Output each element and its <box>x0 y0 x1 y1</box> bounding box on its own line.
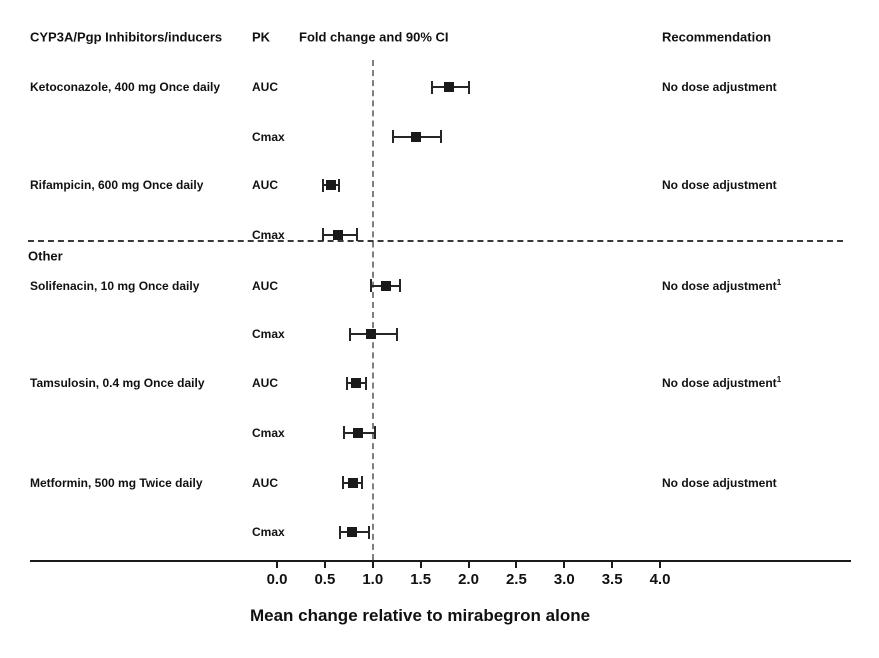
recommendation-footnote-marker: 1 <box>776 277 782 287</box>
error-bar-cap-right <box>467 80 470 94</box>
drug-label: Tamsulosin, 0.4 mg Once daily <box>30 376 205 390</box>
x-axis-tick-label: 4.0 <box>649 571 671 588</box>
x-axis-title: Mean change relative to mirabegron alone <box>249 606 591 625</box>
error-bar-cap-right <box>367 525 370 539</box>
point-estimate-marker <box>365 329 376 339</box>
x-axis-tick <box>563 561 566 568</box>
pk-label: Cmax <box>252 327 285 341</box>
point-estimate-marker <box>410 131 421 142</box>
error-bar-cap-left <box>369 279 372 292</box>
drug-label: Solifenacin, 10 mg Once daily <box>30 278 200 293</box>
x-axis-tick-label: 3.5 <box>601 571 623 588</box>
section-label-other: Other <box>28 248 63 264</box>
x-axis-tick-label: 0.5 <box>314 571 336 588</box>
pk-label: AUC <box>252 475 278 490</box>
pk-label: AUC <box>252 278 278 293</box>
point-estimate-marker <box>444 82 455 92</box>
error-bar-cap-left <box>321 178 324 192</box>
error-bar-cap-left <box>342 476 345 489</box>
pk-label: Cmax <box>252 227 285 242</box>
x-axis-tick <box>515 561 518 568</box>
pk-label: Cmax <box>252 129 285 144</box>
recommendation-text: No dose adjustment1 <box>662 277 782 293</box>
point-estimate-marker <box>346 527 357 537</box>
column-header-fold-change: Fold change and 90% CI <box>299 29 449 45</box>
error-bar-cap-right <box>365 376 368 390</box>
error-bar-cap-left <box>321 228 324 241</box>
x-axis-tick <box>371 561 374 568</box>
error-bar-cap-right <box>398 279 401 292</box>
error-bar-cap-right <box>356 228 359 241</box>
recommendation-text: No dose adjustment <box>662 178 777 192</box>
x-axis-tick <box>419 561 422 568</box>
pk-label: AUC <box>252 178 278 192</box>
drug-label: Ketoconazole, 400 mg Once daily <box>30 80 221 94</box>
recommendation-footnote-marker: 1 <box>776 375 782 384</box>
x-axis-tick <box>276 561 278 568</box>
error-bar-cap-left <box>343 426 346 439</box>
drug-label: Metformin, 500 mg Twice daily <box>30 475 203 490</box>
error-bar-cap-left <box>345 376 348 390</box>
x-axis-tick-label: 1.5 <box>410 571 432 588</box>
pk-label: AUC <box>252 376 278 390</box>
error-bar-cap-right <box>361 476 364 489</box>
error-bar-cap-left <box>339 525 342 539</box>
recommendation-text: No dose adjustment <box>662 475 777 490</box>
x-axis-tick <box>467 561 470 568</box>
error-bar-cap-left <box>431 80 434 94</box>
error-bar-cap-right <box>395 327 398 341</box>
x-axis-tick-label: 2.5 <box>505 571 527 588</box>
recommendation-text: No dose adjustment <box>662 80 777 94</box>
point-estimate-marker <box>333 229 344 240</box>
x-axis-tick <box>611 561 614 568</box>
section-divider-line <box>28 240 843 242</box>
x-axis-tick-label: 1.0 <box>362 571 384 588</box>
point-estimate-marker <box>381 280 392 291</box>
recommendation-text: No dose adjustment1 <box>662 375 782 391</box>
error-bar-cap-left <box>348 327 351 341</box>
error-bar-cap-left <box>391 130 394 143</box>
error-bar-cap-right <box>439 130 442 143</box>
column-header-inhibitors: CYP3A/Pgp Inhibitors/inducers <box>30 29 223 45</box>
point-estimate-marker <box>325 180 336 190</box>
point-estimate-marker <box>353 427 364 438</box>
error-bar-cap-right <box>338 178 341 192</box>
x-axis-tick-label: 2.0 <box>458 571 479 588</box>
x-axis-tick <box>659 561 661 568</box>
x-axis-tick <box>323 561 326 568</box>
column-header-recommendation: Recommendation <box>662 29 772 45</box>
pk-label: Cmax <box>252 425 285 440</box>
reference-line <box>372 60 374 560</box>
pk-label: AUC <box>252 80 278 94</box>
column-header-pk: PK <box>252 29 271 45</box>
x-axis-line <box>30 560 851 562</box>
x-axis-tick-label: 3.0 <box>553 571 575 588</box>
pk-label: Cmax <box>252 525 285 539</box>
point-estimate-marker <box>347 477 358 488</box>
x-axis-tick-label: 0.0 <box>266 571 288 588</box>
point-estimate-marker <box>351 378 362 388</box>
drug-label: Rifampicin, 600 mg Once daily <box>30 178 204 192</box>
error-bar-cap-right <box>373 426 376 439</box>
